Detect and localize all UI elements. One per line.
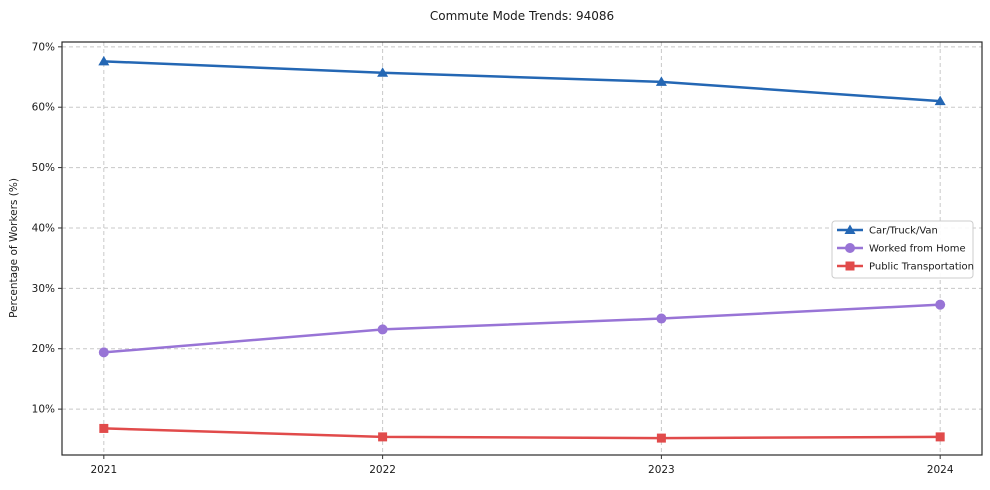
marker-worked-from-home-2022 bbox=[377, 324, 388, 335]
x-tick-label: 2022 bbox=[369, 464, 396, 476]
legend-marker-public-transportation bbox=[845, 261, 855, 271]
y-tick-label: 20% bbox=[32, 343, 55, 355]
legend-box bbox=[831, 220, 974, 279]
series-line-car-truck-van bbox=[102, 60, 942, 103]
legend-label-car-truck-van: Car/Truck/Van bbox=[869, 226, 938, 237]
marker-public-transportation-2022 bbox=[378, 432, 388, 442]
legend-marker-car-truck-van bbox=[844, 224, 856, 234]
marker-public-transportation-2024 bbox=[935, 432, 945, 442]
y-tick-label: 50% bbox=[32, 162, 55, 174]
marker-car-truck-van-2023 bbox=[655, 76, 667, 86]
legend-label-worked-from-home: Worked from Home bbox=[869, 244, 966, 255]
y-tick-label: 70% bbox=[32, 41, 55, 53]
legend-label-public-transportation: Public Transportation bbox=[869, 262, 974, 273]
x-tick-label: 2024 bbox=[927, 464, 954, 476]
legend-marker-worked-from-home bbox=[845, 243, 855, 253]
series-line-public-transportation bbox=[102, 427, 942, 440]
y-tick-label: 30% bbox=[32, 283, 55, 295]
marker-car-truck-van-2024 bbox=[934, 95, 946, 106]
marker-worked-from-home-2023 bbox=[656, 313, 667, 324]
chart-title: Commute Mode Trends: 94086 bbox=[429, 9, 615, 23]
x-tick-label: 2021 bbox=[90, 464, 117, 476]
y-tick-label: 10% bbox=[32, 404, 55, 416]
x-tick-label: 2023 bbox=[648, 464, 675, 476]
y-tick-label: 60% bbox=[32, 102, 55, 114]
series-line-worked-from-home bbox=[102, 303, 942, 354]
marker-worked-from-home-2021 bbox=[98, 347, 109, 358]
marker-car-truck-van-2021 bbox=[98, 55, 110, 66]
marker-public-transportation-2023 bbox=[656, 433, 666, 443]
y-tick-label: 40% bbox=[32, 222, 55, 234]
marker-worked-from-home-2024 bbox=[935, 299, 946, 310]
marker-public-transportation-2021 bbox=[99, 423, 109, 433]
plot-frame bbox=[61, 41, 983, 456]
marker-car-truck-van-2022 bbox=[377, 67, 389, 77]
